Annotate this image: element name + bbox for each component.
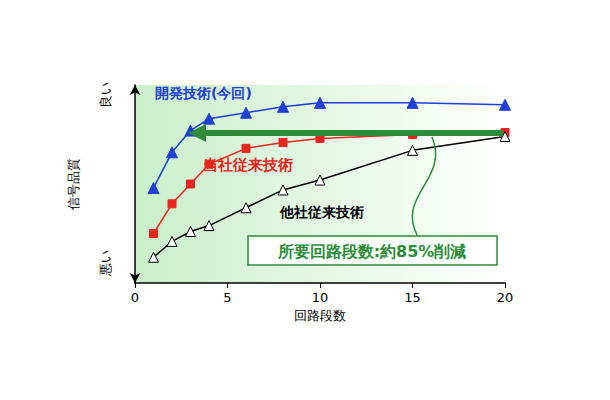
- svg-text:信号品質: 信号品質: [66, 158, 81, 210]
- svg-text:所要回路段数:約85%削減: 所要回路段数:約85%削減: [277, 242, 467, 261]
- svg-text:20: 20: [497, 290, 514, 305]
- svg-text:0: 0: [131, 290, 139, 305]
- svg-text:10: 10: [312, 290, 329, 305]
- svg-text:当社従来技術: 当社従来技術: [203, 156, 293, 174]
- svg-text:他社従来技術: 他社従来技術: [279, 204, 364, 220]
- svg-text:開発技術(今回): 開発技術(今回): [155, 85, 252, 101]
- svg-text:5: 5: [223, 290, 231, 305]
- svg-text:悪い: 悪い: [98, 250, 113, 277]
- svg-text:15: 15: [404, 290, 421, 305]
- svg-text:回路段数: 回路段数: [294, 308, 346, 323]
- svg-text:良い: 良い: [98, 82, 113, 108]
